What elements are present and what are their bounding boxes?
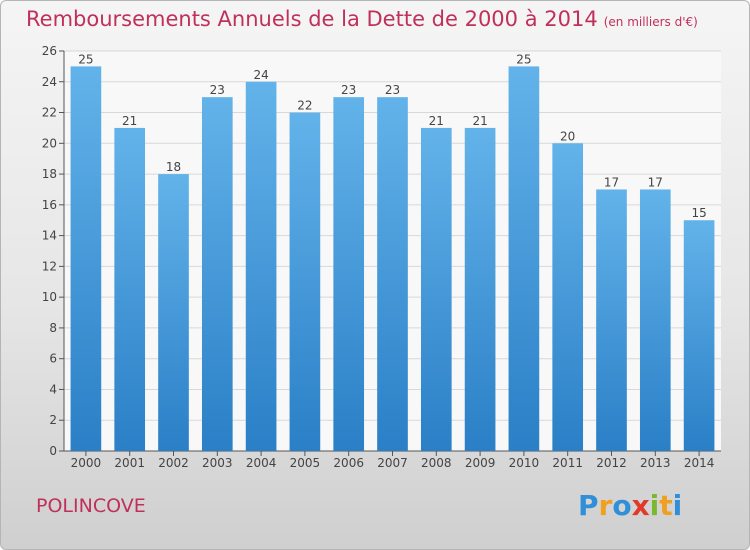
x-tick-label: 2009 [465, 456, 496, 470]
commune-name: POLINCOVE [36, 495, 146, 517]
bar [158, 174, 189, 452]
bar [201, 97, 233, 452]
bar-value-label: 20 [560, 129, 575, 143]
logo-letter: x [631, 489, 650, 522]
x-tick-label: 2008 [421, 456, 452, 470]
x-tick-label: 2000 [71, 456, 102, 470]
logo-letter: i [672, 489, 683, 522]
y-tick-label: 6 [49, 352, 57, 366]
y-tick-label: 26 [42, 44, 57, 58]
bar-value-label: 15 [691, 206, 706, 220]
x-tick-label: 2002 [158, 456, 189, 470]
bar-value-label: 24 [253, 68, 268, 82]
bar-value-label: 25 [78, 52, 93, 66]
bar [377, 97, 408, 452]
x-tick-label: 2003 [202, 456, 233, 470]
bar [114, 127, 146, 451]
chart-title: Remboursements Annuels de la Dette de 20… [26, 7, 698, 31]
x-tick-label: 2014 [684, 456, 715, 470]
y-tick-label: 16 [42, 198, 57, 212]
x-tick-label: 2001 [114, 456, 145, 470]
y-tick-label: 0 [49, 444, 57, 458]
bar [70, 66, 102, 451]
bar-value-label: 23 [385, 83, 400, 97]
logo-letter: r [598, 489, 613, 522]
y-tick-label: 14 [42, 229, 57, 243]
bar [683, 220, 715, 451]
bar-value-label: 23 [210, 83, 225, 97]
bar-value-label: 17 [648, 175, 663, 189]
y-tick-label: 12 [42, 259, 57, 273]
proxiti-logo: Proxiti [578, 489, 682, 522]
bar [420, 127, 452, 451]
bar-value-label: 17 [604, 175, 619, 189]
bar-value-label: 21 [122, 114, 137, 128]
y-tick-label: 22 [42, 106, 57, 120]
logo-letter: o [612, 489, 632, 522]
bar [596, 189, 627, 451]
y-tick-label: 2 [49, 413, 57, 427]
bar-value-label: 25 [516, 52, 531, 66]
x-tick-label: 2005 [290, 456, 321, 470]
y-tick-label: 24 [42, 75, 57, 89]
x-tick-label: 2006 [333, 456, 364, 470]
y-tick-label: 4 [49, 382, 57, 396]
bar [289, 112, 321, 452]
unit-label: (en milliers d'€) [603, 15, 698, 29]
bar [639, 189, 671, 451]
bar-value-label: 23 [341, 83, 356, 97]
logo-letter: i [649, 489, 660, 522]
bar-value-label: 21 [472, 114, 487, 128]
y-tick-label: 20 [42, 136, 57, 150]
bar [508, 66, 540, 451]
x-tick-label: 2012 [596, 456, 627, 470]
logo-letter: t [659, 489, 673, 522]
title-text: Remboursements Annuels de la Dette de 20… [26, 7, 598, 31]
bar [333, 97, 365, 452]
bar-value-label: 18 [166, 160, 181, 174]
bar [464, 127, 496, 451]
x-tick-label: 2013 [640, 456, 671, 470]
bar-value-label: 21 [429, 114, 444, 128]
y-tick-label: 8 [49, 321, 57, 335]
x-tick-label: 2007 [377, 456, 408, 470]
x-tick-label: 2004 [246, 456, 277, 470]
bar-value-label: 22 [297, 99, 312, 113]
bar [245, 81, 277, 452]
y-tick-label: 18 [42, 167, 57, 181]
y-tick-label: 10 [42, 290, 57, 304]
x-tick-label: 2011 [552, 456, 583, 470]
logo-letter: P [578, 489, 599, 522]
x-tick-label: 2010 [509, 456, 540, 470]
bar [552, 143, 584, 452]
